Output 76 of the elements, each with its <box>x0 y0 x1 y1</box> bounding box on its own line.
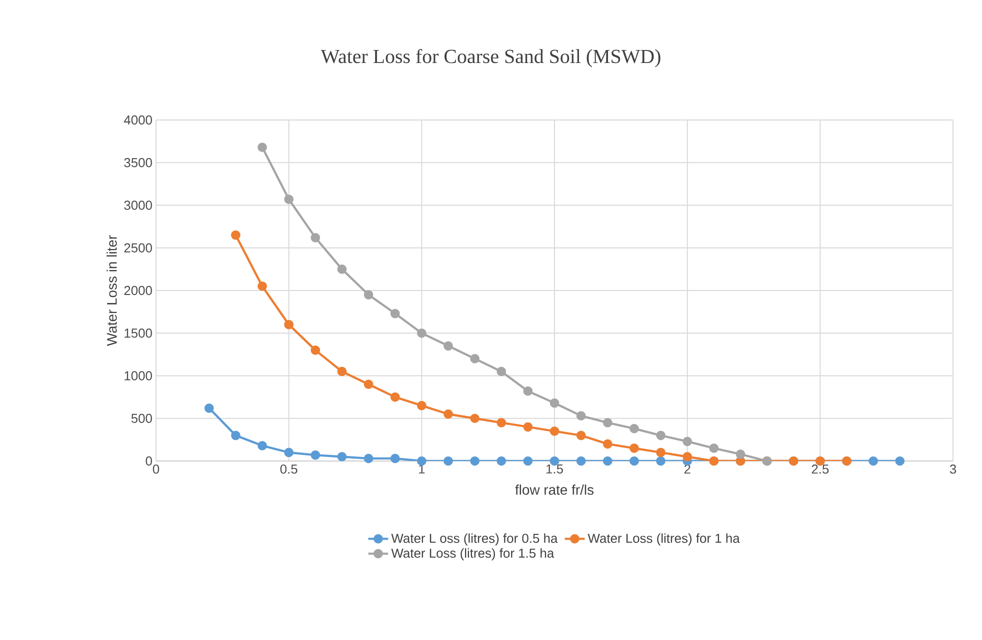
legend-label: Water L oss (litres) for 0.5 ha <box>391 533 558 546</box>
x-tick-label: 1.5 <box>546 464 563 474</box>
point <box>258 142 267 152</box>
point <box>523 422 533 432</box>
point <box>550 426 560 436</box>
point <box>416 328 426 338</box>
point <box>550 398 560 408</box>
point <box>390 454 400 464</box>
y-tick-label: 2000 <box>124 286 152 296</box>
point <box>868 456 878 466</box>
y-tick-label: 500 <box>131 414 152 423</box>
point <box>656 456 666 466</box>
point <box>602 418 612 428</box>
point <box>337 264 347 274</box>
point <box>576 430 586 440</box>
legend-label: Water Loss (litres) for 1 ha <box>588 533 740 546</box>
point <box>496 418 506 428</box>
point <box>310 450 320 460</box>
point <box>576 456 586 466</box>
y-tick-label: 4000 <box>124 115 152 125</box>
point <box>656 448 666 458</box>
point <box>523 386 533 396</box>
point <box>602 456 612 466</box>
point <box>496 366 506 376</box>
point <box>736 450 746 459</box>
point <box>496 456 506 466</box>
point <box>444 341 453 351</box>
point <box>364 290 374 300</box>
point <box>364 454 374 464</box>
point <box>310 232 320 242</box>
point <box>258 440 267 450</box>
point <box>470 354 480 364</box>
point <box>523 456 533 466</box>
x-tick-label: 0 <box>152 464 160 474</box>
point <box>656 430 666 440</box>
x-axis-title: flow rate fr/ls <box>515 484 594 495</box>
y-tick-label: 2500 <box>124 243 152 252</box>
point <box>416 456 426 466</box>
y-tick-label: 3000 <box>124 200 152 210</box>
x-tick-label: 2.5 <box>812 464 829 474</box>
point <box>416 400 426 410</box>
point <box>709 444 719 453</box>
point <box>470 414 480 424</box>
point <box>337 366 347 376</box>
point <box>337 452 347 462</box>
y-axis-title: Water Loss in liter <box>106 235 117 346</box>
point <box>231 430 240 440</box>
point <box>284 320 294 330</box>
point <box>470 456 480 466</box>
point <box>630 444 639 453</box>
point <box>682 452 692 462</box>
y-tick-label: 3500 <box>124 158 152 168</box>
point <box>310 345 320 355</box>
point <box>576 411 586 420</box>
point <box>390 392 400 402</box>
legend-label: Water Loss (litres) for 1.5 ha <box>391 548 554 560</box>
point <box>258 282 267 291</box>
point <box>630 424 639 434</box>
point <box>284 194 294 204</box>
point <box>444 456 453 466</box>
point <box>630 456 639 466</box>
y-tick-label: 0 <box>146 456 152 466</box>
point <box>602 439 612 449</box>
y-tick-label: 1500 <box>124 328 152 338</box>
point <box>682 436 692 446</box>
x-tick-label: 0.5 <box>280 464 298 474</box>
point <box>204 403 214 413</box>
point <box>390 308 400 318</box>
point <box>895 456 905 466</box>
x-tick-label: 3 <box>950 464 956 474</box>
y-tick-label: 1000 <box>124 371 152 380</box>
point <box>284 448 294 458</box>
point <box>364 380 374 389</box>
chart-title: Water Loss for Coarse Sand Soil (MSWD) <box>320 48 660 68</box>
point <box>231 230 240 240</box>
point <box>444 409 453 419</box>
